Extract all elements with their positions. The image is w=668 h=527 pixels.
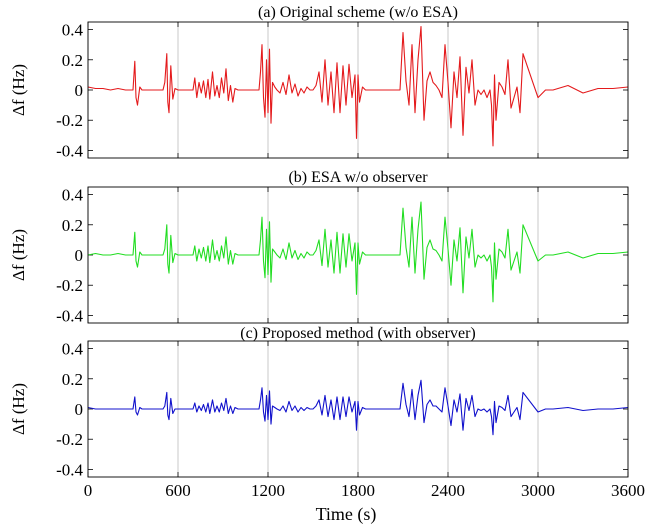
y-tick-label: -0.2 [56,276,83,295]
x-tick-label: 0 [84,481,93,500]
y-tick-label: 0 [75,81,84,100]
y-tick-label: 0.4 [62,186,84,205]
series-line-a [87,25,629,147]
y-axis-label: Δf (Hz) [9,64,28,116]
y-tick-label: 0.4 [62,21,84,40]
axes-frame [87,340,629,478]
axes-frame [87,186,629,324]
y-tick-label: 0 [75,246,84,265]
panel-a: -0.4 -0.2 0 0.2 0.4 (a) Original scheme (w/o … [9,4,629,160]
x-tick-label: 2400 [431,481,465,500]
x-tick-label: 3000 [521,481,555,500]
y-tick-label: -0.2 [56,111,83,130]
axes-frame [87,21,629,159]
x-tick-label: 1200 [251,481,285,500]
x-axis-label: Time (s) [316,504,377,525]
y-axis-label: Δf (Hz) [9,229,28,281]
panel-title: (b) ESA w/o observer [288,169,428,186]
panel-b: -0.4 -0.2 0 0.2 0.4 (b) ESA w/o observer Δf (H… [9,169,629,325]
y-tick-label: 0 [75,400,84,419]
y-tick-label: -0.4 [56,306,83,325]
y-tick-label: -0.4 [56,460,83,479]
y-tick-label: 0.2 [62,216,83,235]
y-axis-label: Δf (Hz) [9,383,28,435]
panel-c: -0.4 -0.2 0 0.2 0.4 0 600 1200 1800 2400 3000 3600 (… [9,325,645,500]
y-tick-label: 0.2 [62,370,83,389]
x-tick-label: 1800 [341,481,375,500]
y-tick-label: 0.2 [62,51,83,70]
y-tick-label: 0.4 [62,340,84,359]
panel-title: (a) Original scheme (w/o ESA) [258,4,458,21]
y-tick-label: -0.4 [56,141,83,160]
series-line-b [87,201,629,303]
y-tick-label: -0.2 [56,430,83,449]
series-line-c [87,379,629,436]
x-tick-label: 3600 [611,481,645,500]
x-tick-label: 600 [165,481,191,500]
panel-title: (c) Proposed method (with observer) [240,325,476,342]
